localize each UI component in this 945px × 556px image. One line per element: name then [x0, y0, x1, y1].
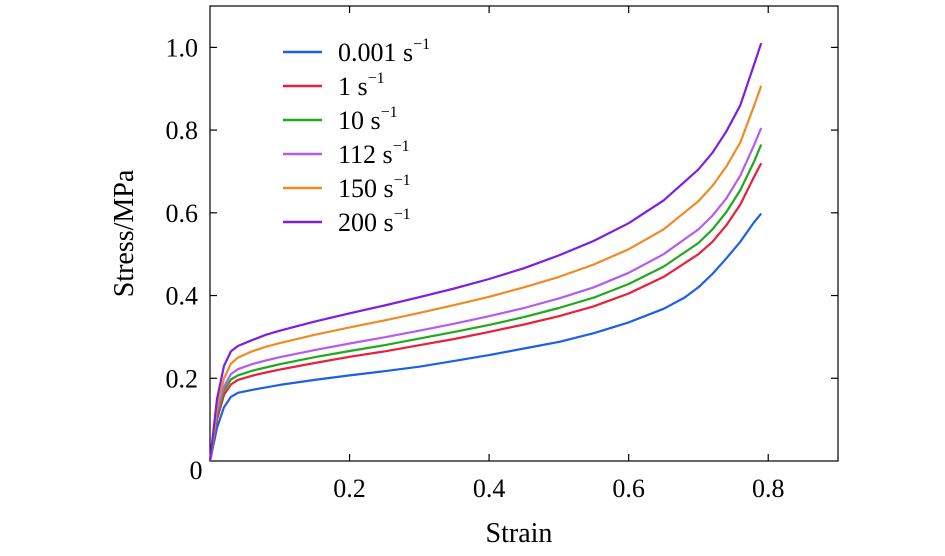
legend-label-5: 200 s−1: [338, 206, 411, 237]
legend-exponent-0: −1: [413, 36, 430, 53]
origin-label: 0: [190, 456, 203, 485]
legend-exponent-2: −1: [381, 104, 398, 121]
y-tick-label: 0.6: [166, 199, 199, 228]
y-tick-label: 1.0: [166, 33, 199, 62]
legend-label-1: 1 s−1: [338, 70, 385, 101]
axis-tick-labels: 0.2 0.4 0.6 0.8 0.2 0.4 0.6 0.8 1.0: [166, 33, 785, 503]
legend-exponent-5: −1: [394, 206, 411, 223]
x-tick-label: 0.4: [473, 474, 506, 503]
legend-exponent-4: −1: [394, 172, 411, 189]
series-lines: [208, 42, 763, 462]
legend-label-4: 150 s−1: [338, 172, 411, 203]
x-tick-label: 0.2: [333, 474, 366, 503]
plot-area-border: [209, 5, 839, 462]
x-axis-label: Strain: [486, 518, 553, 549]
legend-label-3: 112 s−1: [338, 138, 410, 169]
legend-exponent-3: −1: [393, 138, 410, 155]
series-line-4: [208, 85, 763, 462]
y-tick-label: 0.2: [166, 364, 199, 393]
y-tick-label: 0.4: [166, 282, 199, 311]
axis-ticks: [210, 6, 838, 461]
y-tick-label: 0.8: [166, 116, 199, 145]
x-tick-label: 0.6: [612, 474, 645, 503]
series-line-3: [208, 127, 763, 462]
series-line-2: [208, 144, 763, 462]
series-line-5: [208, 42, 763, 462]
legend-label-2: 10 s−1: [338, 104, 398, 135]
series-line-1: [208, 162, 763, 462]
legend-exponent-1: −1: [368, 70, 385, 87]
plot-frame: [209, 5, 839, 462]
series-line-0: [208, 212, 763, 462]
x-tick-label: 0.8: [752, 474, 785, 503]
y-axis-label: Stress/MPa: [109, 169, 140, 297]
legend-label-0: 0.001 s−1: [338, 36, 430, 67]
